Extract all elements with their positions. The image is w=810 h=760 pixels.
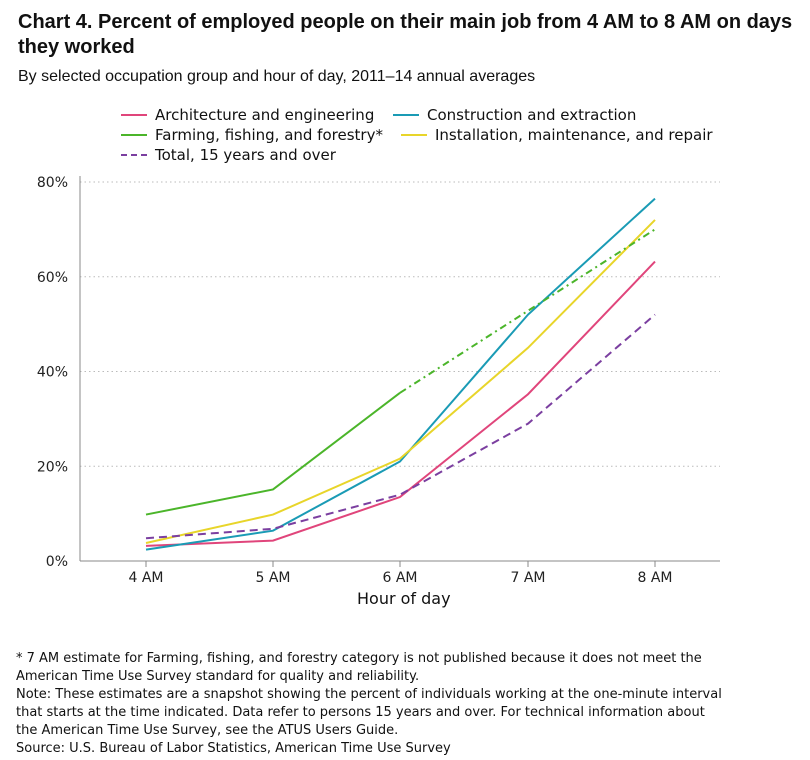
y-tick-label: 40%: [37, 365, 68, 381]
x-tick-label: 8 AM: [637, 570, 672, 586]
y-tick-label: 20%: [37, 459, 68, 475]
chart-title: Chart 4. Percent of employed people on t…: [18, 11, 793, 58]
legend-swatch: [121, 114, 147, 116]
series-line-0: [145, 260, 656, 547]
x-tick-label: 6 AM: [382, 570, 417, 586]
line-chart: 0% 20% 40% 60% 80% 4 AM 5 AM 6 AM 7 AM 8 AM: [37, 175, 720, 586]
legend-label: Architecture and engineering: [155, 106, 375, 124]
chart-subtitle: By selected occupation group and hour of…: [18, 68, 536, 85]
footnote-line: * 7 AM estimate for Farming, fishing, an…: [16, 651, 702, 666]
y-tick-label: 60%: [37, 270, 68, 286]
legend-label: Farming, fishing, and forestry*: [155, 126, 383, 144]
legend-item-farming: Farming, fishing, and forestry*: [121, 126, 383, 144]
footnote-line: Note: These estimates are a snapshot sho…: [16, 687, 722, 702]
legend-label: Total, 15 years and over: [155, 146, 336, 164]
x-axis-title: Hour of day: [357, 589, 451, 608]
y-tick-label: 80%: [37, 175, 68, 191]
legend-swatch: [401, 134, 427, 136]
legend-item-total: Total, 15 years and over: [121, 146, 336, 164]
footnote-line: that starts at the time indicated. Data …: [16, 705, 705, 720]
legend-item-installation: Installation, maintenance, and repair: [401, 126, 713, 144]
x-tick-label: 7 AM: [510, 570, 545, 586]
legend-swatch: [121, 154, 147, 156]
legend-swatch: [393, 114, 419, 116]
series-line-4: [145, 313, 656, 540]
footnote-line: American Time Use Survey standard for qu…: [16, 669, 420, 684]
series-line-1: [145, 197, 656, 551]
legend-label: Installation, maintenance, and repair: [435, 126, 713, 144]
legend-item-architecture: Architecture and engineering: [121, 106, 374, 124]
footnote-line: Source: U.S. Bureau of Labor Statistics,…: [16, 741, 451, 756]
y-tick-label: 0%: [46, 554, 68, 570]
legend-item-construction: Construction and extraction: [393, 106, 636, 124]
series-line-3: [145, 219, 656, 544]
footnotes: * 7 AM estimate for Farming, fishing, an…: [16, 650, 806, 758]
legend-label: Construction and extraction: [427, 106, 637, 124]
series-line-2: [145, 392, 401, 516]
x-tick-label: 5 AM: [255, 570, 290, 586]
footnote-line: the American Time Use Survey, see the AT…: [16, 723, 399, 738]
series-line-interpolated-2: [399, 228, 656, 394]
legend-swatch: [121, 134, 147, 136]
x-tick-label: 4 AM: [128, 570, 163, 586]
